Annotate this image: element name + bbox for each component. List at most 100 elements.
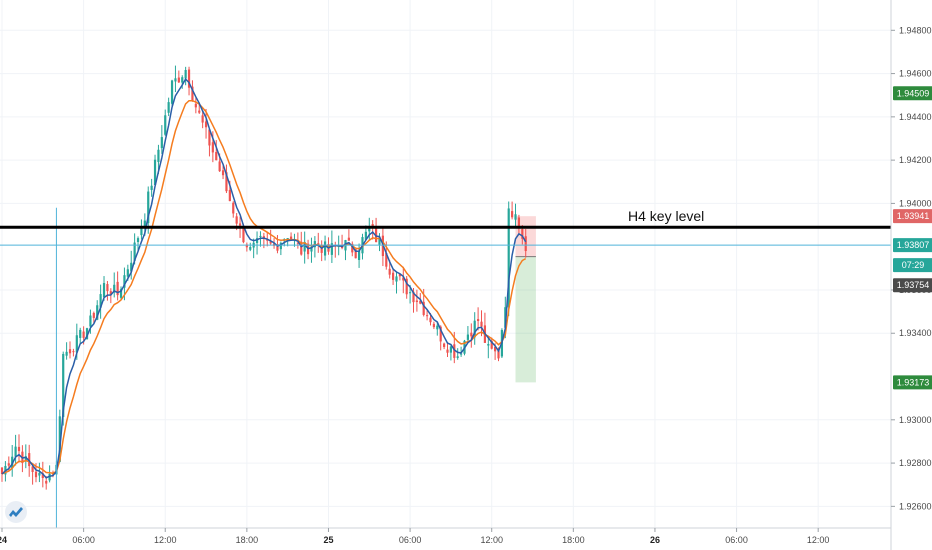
candle-body: [473, 320, 476, 338]
candle-body: [347, 237, 350, 241]
candle-body: [113, 284, 116, 293]
candle-body: [126, 269, 129, 277]
candle-body: [466, 334, 470, 340]
price-tag-label: 1.93807: [897, 240, 930, 250]
candle-body: [167, 102, 170, 113]
candle-body: [385, 252, 388, 267]
candle-body: [266, 239, 269, 241]
candle-body: [215, 151, 218, 161]
candle-body: [422, 301, 425, 315]
candle-body: [507, 208, 510, 308]
time-tick-label: 18:00: [236, 535, 259, 545]
time-tick-label: 25: [323, 535, 333, 545]
candle-body: [378, 237, 381, 245]
candle-body: [221, 170, 225, 176]
candle-body: [106, 284, 109, 292]
candle-body: [75, 335, 78, 353]
candle-body: [351, 243, 354, 253]
candle-body: [45, 480, 48, 484]
candle-body: [388, 268, 391, 275]
candle-body: [303, 241, 306, 252]
candle-body: [442, 343, 446, 347]
candle-body: [181, 77, 184, 83]
time-axis[interactable]: 24 06:00 12:00 18:00 25 06:00 12:00 18:00 26 06:0…: [0, 527, 891, 545]
time-tick-label: 06:00: [72, 535, 95, 545]
price-tag-label: 1.93754: [897, 280, 930, 290]
candle-body: [374, 227, 378, 243]
candle-body: [395, 276, 398, 282]
candle-body: [368, 226, 371, 232]
candle-body: [425, 315, 429, 317]
time-tick-label: 12:00: [480, 535, 503, 545]
price-tag: [893, 375, 932, 390]
price-tick-label: 1.94600: [899, 69, 932, 79]
moving-averages: [1, 77, 527, 479]
price-tick-label: 1.94200: [899, 155, 932, 165]
candle-body: [487, 344, 490, 346]
candle-body: [238, 223, 242, 226]
candle-body: [208, 129, 211, 146]
time-tick-label: 12:00: [807, 535, 830, 545]
candle-body: [34, 471, 38, 478]
candle-body: [204, 121, 208, 128]
candle-body: [218, 161, 221, 172]
candle-body: [405, 278, 408, 295]
candle-body: [92, 312, 95, 318]
candle-body: [150, 185, 153, 190]
candle-body: [310, 246, 313, 252]
candle-body: [364, 231, 367, 240]
candle-body: [41, 473, 44, 479]
price-tag: [893, 238, 932, 253]
candle-body: [449, 346, 453, 353]
time-tick-label: 12:00: [154, 535, 177, 545]
candle-body: [194, 103, 197, 108]
candle-body: [477, 319, 480, 321]
candle-body: [184, 69, 187, 79]
candle-body: [470, 332, 473, 337]
price-tag: [893, 209, 932, 224]
candle-body: [300, 241, 303, 255]
price-tag-label: 1.94509: [897, 88, 930, 98]
candle-body: [136, 238, 140, 243]
candle-body: [228, 189, 231, 202]
candle-body: [157, 149, 160, 163]
candle-body: [123, 275, 126, 288]
candle-body: [456, 356, 459, 358]
candle-body: [402, 277, 405, 281]
candle-body: [269, 241, 272, 244]
price-tick-label: 1.94800: [899, 25, 932, 35]
candle-body: [419, 300, 422, 304]
candle-body: [147, 191, 150, 224]
candle-body: [357, 250, 361, 260]
candle-body: [143, 220, 146, 229]
price-tick-label: 1.92600: [899, 501, 932, 511]
candle-body: [133, 242, 136, 261]
candle-body: [497, 348, 500, 359]
candle-body: [68, 349, 72, 354]
time-tick-label: 24: [0, 535, 7, 545]
tradingview-logo[interactable]: [5, 501, 27, 523]
candle-body: [174, 78, 177, 82]
ma-fast-line: [1, 77, 527, 479]
candle-body: [323, 241, 327, 256]
candle-body: [279, 242, 282, 250]
candle-body: [517, 217, 521, 227]
candle-body: [140, 227, 143, 236]
candle-body: [296, 242, 299, 244]
candle-body: [235, 216, 238, 224]
candle-body: [31, 466, 34, 473]
candle-body: [58, 416, 61, 462]
grid: [0, 0, 891, 528]
price-tag: [893, 86, 932, 101]
candle-body: [412, 291, 415, 303]
candle-body: [48, 473, 51, 481]
candle-body: [99, 294, 102, 308]
candle-body: [130, 262, 133, 272]
candle-body: [0, 467, 4, 475]
candle-body: [415, 300, 418, 302]
candle-body: [436, 325, 439, 330]
take-profit-zone: [515, 256, 536, 383]
price-tag-label: 1.93941: [897, 211, 930, 221]
